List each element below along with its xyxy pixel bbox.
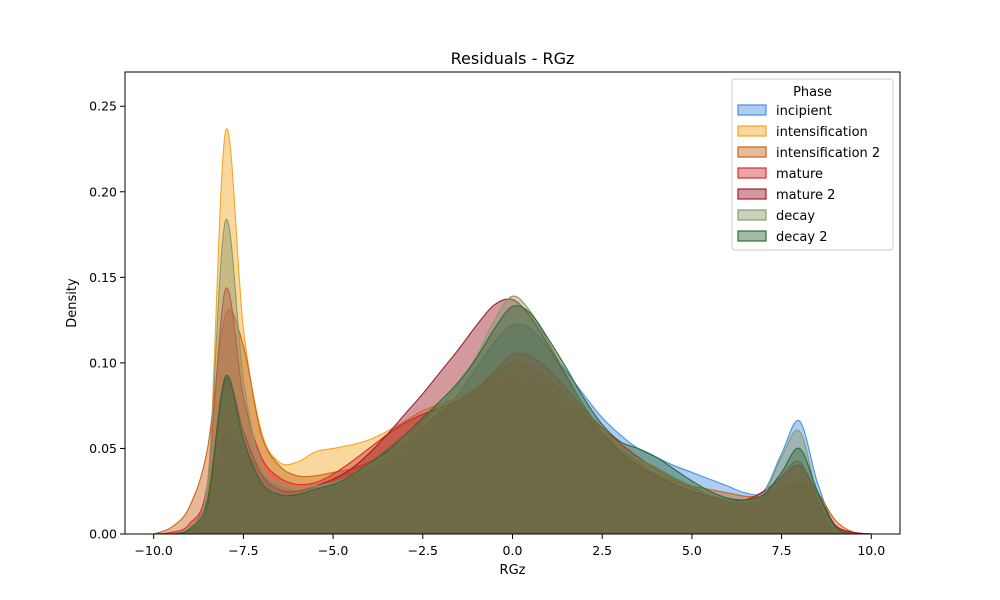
area-mature-2	[153, 298, 872, 534]
legend-swatch	[737, 209, 767, 221]
legend-swatch	[737, 125, 767, 137]
line-decay	[153, 218, 872, 535]
x-tick-label: −10.0	[135, 543, 173, 558]
chart-title: Residuals - RGz	[451, 49, 575, 68]
area-intensification	[153, 128, 872, 534]
area-intensification-2	[153, 309, 872, 534]
legend-label: incipient	[776, 104, 832, 119]
x-tick-label: −2.5	[408, 543, 438, 558]
legend-label: mature	[776, 167, 823, 182]
legend-label: mature 2	[776, 188, 835, 203]
x-tick-label: 7.5	[772, 543, 792, 558]
y-tick-label: 0.15	[89, 270, 117, 285]
x-tick-label: 0.0	[503, 543, 523, 558]
y-tick-label: 0.05	[89, 441, 117, 456]
legend-box	[731, 78, 894, 251]
x-tick-label: 5.0	[682, 543, 702, 558]
legend-label: intensification 2	[776, 146, 880, 161]
line-intensification	[153, 128, 872, 535]
area-mature	[153, 287, 872, 534]
y-axis: 0.00 0.05 0.10 0.15 0.20 0.25	[89, 99, 125, 542]
legend-swatch	[737, 188, 767, 200]
y-tick-label: 0.00	[89, 527, 117, 542]
legend-label: decay 2	[776, 230, 827, 245]
legend-swatch	[737, 167, 767, 179]
x-axis: −10.0 −7.5 −5.0 −2.5 0.0 2.5 5.0 7.5 10.0	[135, 534, 885, 558]
legend-swatch	[737, 104, 767, 116]
x-tick-label: −7.5	[228, 543, 258, 558]
y-tick-label: 0.25	[89, 99, 117, 114]
area-decay-2	[153, 305, 872, 534]
x-tick-label: −5.0	[318, 543, 348, 558]
legend-label: decay	[776, 209, 815, 224]
y-tick-label: 0.10	[89, 355, 117, 370]
area-decay	[153, 219, 872, 534]
legend-label: intensification	[776, 125, 868, 140]
legend-swatch	[737, 146, 767, 158]
density-areas	[153, 128, 872, 535]
line-decay-2	[153, 305, 872, 535]
x-axis-label: RGz	[500, 563, 526, 578]
legend-swatch	[737, 230, 767, 242]
y-axis-label: Density	[65, 278, 80, 328]
y-tick-label: 0.20	[89, 184, 117, 199]
legend: Phase incipient intensification intensific…	[731, 78, 894, 251]
legend-title: Phase	[793, 85, 832, 100]
line-incipient	[153, 323, 872, 535]
line-intensification-2	[153, 309, 872, 535]
x-tick-label: 2.5	[592, 543, 612, 558]
legend-items: incipient intensification intensification …	[737, 104, 880, 245]
x-tick-label: 10.0	[857, 543, 885, 558]
